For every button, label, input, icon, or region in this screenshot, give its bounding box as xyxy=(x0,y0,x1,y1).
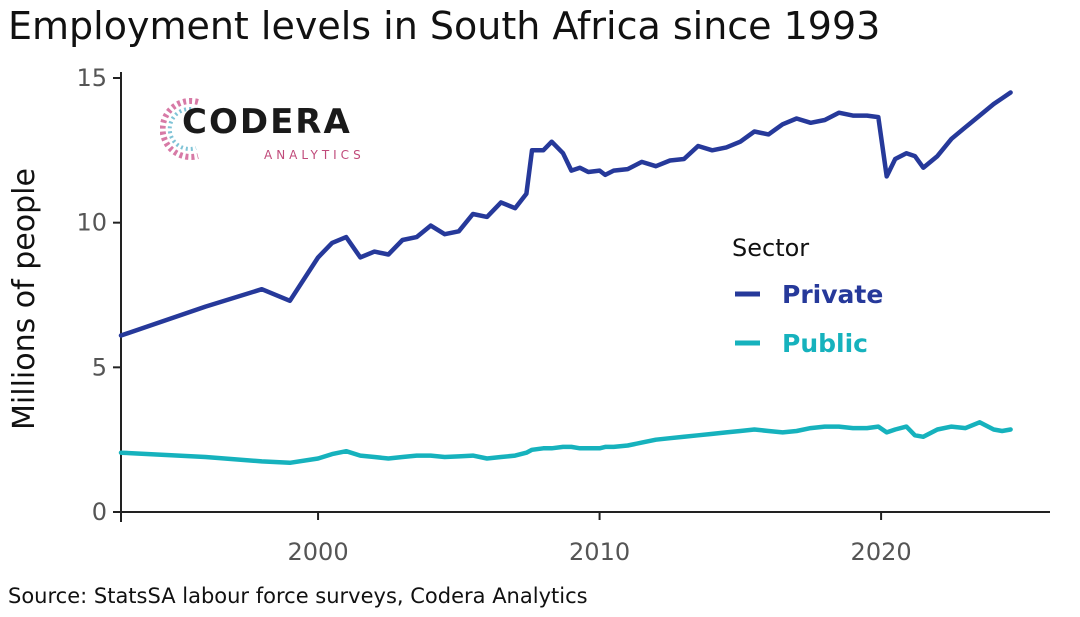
y-tick-label: 5 xyxy=(92,353,107,381)
y-axis-title: Millions of people xyxy=(7,168,42,430)
legend-title: Sector xyxy=(732,234,809,262)
series-line-private xyxy=(118,90,1013,338)
y-tick-label: 0 xyxy=(92,498,107,526)
legend-label-private: Private xyxy=(782,280,883,309)
x-tick-label: 2020 xyxy=(851,538,912,566)
axes: 0 5 10 15 2000 2010 2020 Millions of people xyxy=(7,64,1050,566)
legend-label-public: Public xyxy=(782,329,868,358)
logo-subtitle: ANALYTICS xyxy=(264,148,365,162)
y-tick-label: 15 xyxy=(76,64,107,92)
source-note: Source: StatsSA labour force surveys, Co… xyxy=(8,584,588,608)
x-tick-label: 2010 xyxy=(569,538,630,566)
series-layer xyxy=(118,90,1013,466)
x-tick-label: 2000 xyxy=(288,538,349,566)
logo-wordmark: CODERA xyxy=(182,102,352,142)
series-line-public xyxy=(118,420,1013,466)
y-tick-label: 10 xyxy=(76,209,107,237)
chart-title: Employment levels in South Africa since … xyxy=(8,4,881,48)
codera-logo: CODERA ANALYTICS xyxy=(160,92,390,168)
codera-logo-mark-icon xyxy=(160,98,199,160)
legend: Sector Private Public xyxy=(732,234,883,358)
